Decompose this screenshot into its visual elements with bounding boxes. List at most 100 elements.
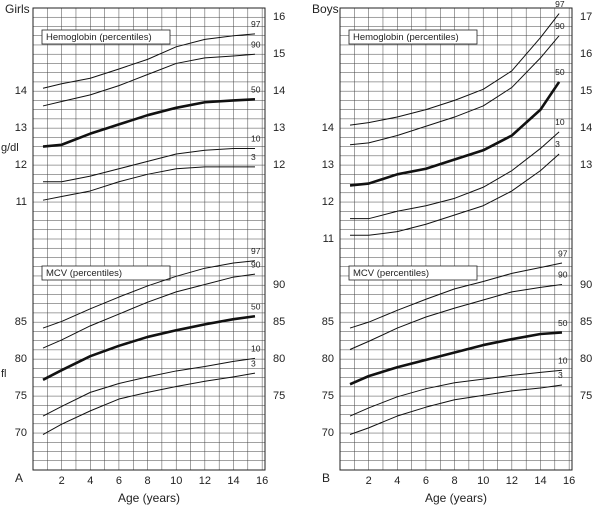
y-tick-label: 80 — [15, 353, 27, 365]
x-tick-label: 2 — [59, 475, 65, 487]
x-tick-label: 10 — [477, 475, 489, 487]
y-tick-label: 12 — [15, 159, 27, 171]
series-label: 90 — [251, 259, 261, 269]
series-label: 3 — [558, 370, 563, 380]
y-tick-label: 80 — [322, 353, 334, 365]
y-axis-label: fl — [1, 368, 7, 380]
y-tick-label: 70 — [322, 427, 334, 439]
percentile-line — [350, 153, 560, 236]
y-axis-label: g/dl — [1, 142, 19, 154]
y2-tick-label: 75 — [580, 390, 592, 402]
y-tick-label: 70 — [15, 427, 27, 439]
subplot-title: MCV (percentiles) — [46, 268, 122, 279]
panel-label: A — [15, 471, 23, 485]
percentile-line — [349, 331, 563, 386]
y-tick-label: 85 — [322, 316, 334, 328]
percentile-line — [349, 283, 563, 350]
y-tick-label: 75 — [322, 390, 334, 402]
percentile-line — [42, 372, 256, 435]
x-axis-label: Age (years) — [118, 491, 180, 505]
x-tick-label: 12 — [506, 475, 518, 487]
percentile-line — [42, 357, 256, 417]
y2-tick-label: 14 — [273, 85, 285, 97]
series-label: 50 — [251, 301, 261, 311]
y2-tick-label: 85 — [273, 316, 285, 328]
x-tick-label: 2 — [366, 475, 372, 487]
percentile-line — [349, 81, 561, 187]
subplot-title-box — [41, 265, 171, 281]
series-label: 90 — [251, 39, 261, 49]
series-label: 10 — [251, 344, 261, 354]
y2-tick-label: 17 — [580, 11, 592, 23]
y-tick-label: 11 — [323, 233, 334, 245]
y-tick-label: 13 — [15, 122, 27, 134]
y2-tick-label: 14 — [580, 122, 592, 134]
series-label: 97 — [555, 0, 565, 9]
series-label: 3 — [555, 139, 560, 149]
percentile-line — [42, 97, 256, 148]
series-label: 50 — [251, 85, 261, 95]
x-tick-label: 16 — [256, 475, 268, 487]
x-tick-label: 10 — [170, 475, 182, 487]
series-label: 97 — [558, 248, 568, 258]
series-label: 97 — [251, 246, 261, 256]
subplot-title: Hemoglobin (percentiles) — [353, 32, 459, 43]
percentile-line — [349, 384, 563, 435]
series-label: 10 — [251, 134, 261, 144]
x-tick-label: 4 — [394, 475, 400, 487]
series-label: 50 — [555, 67, 565, 77]
x-tick-label: 6 — [423, 475, 429, 487]
panel-label: B — [322, 471, 330, 485]
series-label: 3 — [251, 152, 256, 162]
y-tick-label: 85 — [15, 316, 27, 328]
y2-tick-label: 13 — [580, 159, 592, 171]
percentile-line — [349, 35, 560, 146]
series-label: 50 — [558, 318, 568, 328]
y2-tick-label: 85 — [580, 316, 592, 328]
series-label: 90 — [558, 270, 568, 280]
plot-frame — [339, 7, 573, 471]
percentile-line — [42, 33, 256, 89]
y2-tick-label: 80 — [273, 353, 285, 365]
percentile-line — [42, 53, 256, 107]
subplot-title: Hemoglobin (percentiles) — [46, 32, 152, 43]
x-axis-label: Age (years) — [425, 491, 487, 505]
y2-tick-label: 13 — [273, 122, 285, 134]
x-tick-label: 6 — [116, 475, 122, 487]
y-tick-label: 14 — [322, 122, 334, 134]
plot-frame — [32, 7, 266, 471]
percentile-line — [349, 13, 560, 126]
y2-tick-label: 15 — [580, 85, 592, 97]
x-tick-label: 8 — [145, 475, 151, 487]
subplot-title-box — [41, 29, 171, 45]
percentile-line — [349, 369, 563, 417]
x-tick-label: 8 — [452, 475, 458, 487]
percentile-line — [350, 131, 560, 220]
x-tick-label: 14 — [534, 475, 546, 487]
y2-tick-label: 80 — [580, 353, 592, 365]
percentile-line — [42, 273, 256, 349]
subplot-title-box — [348, 29, 478, 45]
y-tick-label: 14 — [15, 85, 27, 97]
y2-tick-label: 75 — [273, 390, 285, 402]
y-tick-label: 75 — [15, 390, 27, 402]
y2-tick-label: 16 — [273, 11, 285, 23]
y-tick-label: 12 — [322, 196, 334, 208]
series-label: 3 — [251, 358, 256, 368]
percentile-line — [42, 314, 256, 381]
x-tick-label: 4 — [87, 475, 93, 487]
percentile-line — [42, 260, 256, 329]
series-label: 10 — [558, 355, 568, 365]
y2-tick-label: 16 — [580, 48, 592, 60]
y-tick-label: 13 — [322, 159, 334, 171]
chart-title: Girls — [5, 2, 30, 16]
subplot-title-box — [348, 265, 478, 281]
series-label: 10 — [555, 117, 565, 127]
chart-title: Boys — [312, 2, 339, 16]
percentile-line — [43, 147, 255, 183]
y2-tick-label: 12 — [273, 159, 285, 171]
subplot-title: MCV (percentiles) — [353, 268, 429, 279]
x-tick-label: 14 — [227, 475, 239, 487]
y2-tick-label: 90 — [273, 279, 285, 291]
